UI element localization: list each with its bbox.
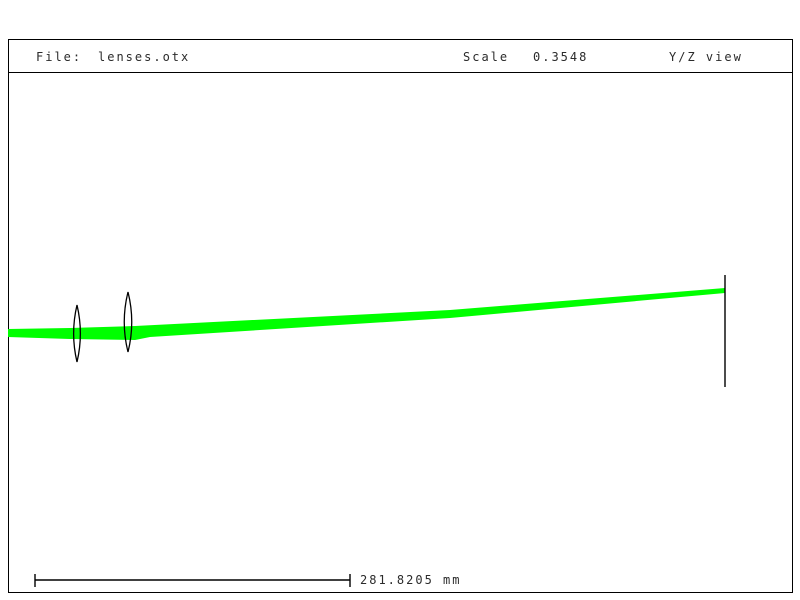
ray-bundle xyxy=(8,288,725,340)
scale-value: 0.3548 xyxy=(533,50,589,64)
plot-header: File: lenses.otx Scale 0.3548 Y/Z view xyxy=(9,40,792,73)
lens-element-2 xyxy=(123,291,133,353)
scale-label: Scale xyxy=(463,50,510,64)
scale-bar-label: 281.8205 mm xyxy=(360,573,462,587)
file-label: File: xyxy=(36,50,83,64)
scale-bar xyxy=(34,574,351,587)
view-orientation-label: Y/Z view xyxy=(669,50,743,64)
file-name: lenses.otx xyxy=(98,50,191,64)
lens-element-1 xyxy=(72,304,82,363)
plot-frame: File: lenses.otx Scale 0.3548 Y/Z view xyxy=(8,39,793,593)
